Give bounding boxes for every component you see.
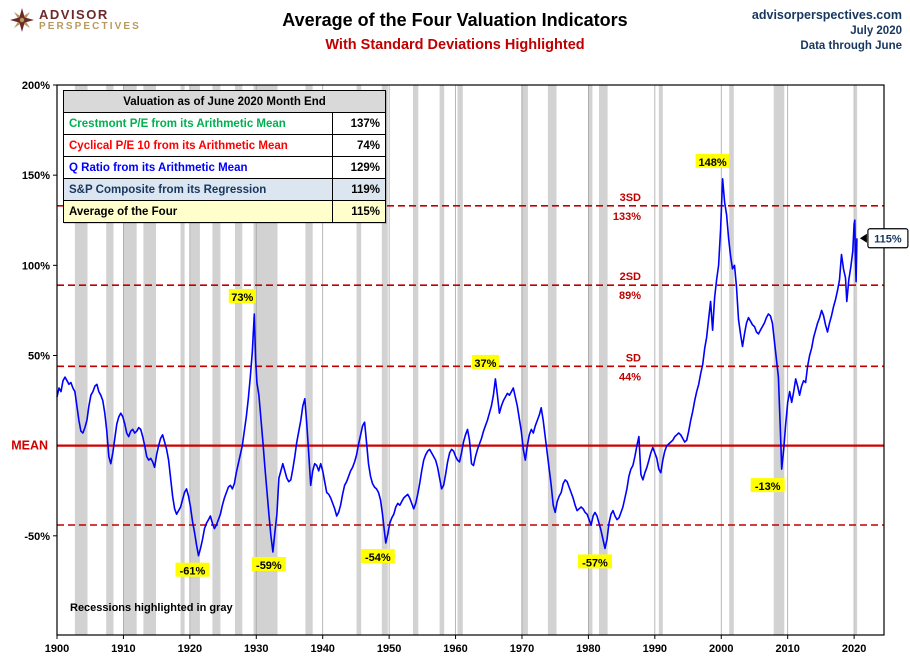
annotation-highlight: [750, 478, 785, 493]
sd-value-label: 133%: [613, 211, 641, 223]
page-subtitle: With Standard Deviations Highlighted: [325, 37, 585, 53]
page-title: Average of the Four Valuation Indicators: [282, 10, 628, 30]
legend-header-row: Valuation as of June 2020 Month End: [63, 90, 386, 113]
legend-row-label: S&P Composite from its Regression: [63, 178, 333, 201]
annotation-label: -13%: [755, 481, 781, 493]
legend-row-value: 137%: [332, 112, 386, 135]
logo-line1: ADVISOR: [39, 7, 109, 22]
recession-band: [773, 85, 785, 635]
x-tick-label: 1930: [244, 643, 268, 655]
sd-label: 3SD: [620, 192, 641, 204]
title-block: Average of the Four Valuation Indicators…: [0, 10, 910, 53]
legend-table-body: Valuation as of June 2020 Month End Cres…: [63, 90, 386, 223]
recession-band: [305, 85, 313, 635]
annotation-highlight: [471, 354, 499, 369]
recession-band: [854, 85, 858, 635]
legend-row-value: 74%: [332, 134, 386, 157]
annotation-highlight: [578, 554, 612, 569]
annotation-label: -59%: [256, 560, 282, 572]
recession-band: [235, 85, 243, 635]
x-tick-label: 2020: [842, 643, 866, 655]
sd-label: SD: [626, 352, 641, 364]
legend-row-label: Cyclical P/E 10 from its Arithmetic Mean: [63, 134, 333, 157]
recession-band: [521, 85, 528, 635]
legend-row: Q Ratio from its Arithmetic Mean 129%: [63, 156, 386, 179]
legend-header: Valuation as of June 2020 Month End: [63, 90, 386, 113]
legend-row: Average of the Four 115%: [63, 200, 386, 223]
plot-border: [56, 84, 885, 636]
current-value-label: 115%: [874, 233, 902, 245]
legend-row-value: 119%: [332, 178, 386, 201]
sd-value-label: 89%: [619, 290, 641, 302]
recession-band: [180, 85, 185, 635]
x-tick-label: 1950: [377, 643, 401, 655]
annotation-label: 73%: [231, 292, 253, 304]
y-tick-label: 50%: [28, 350, 50, 362]
compass-rose-icon: [10, 8, 34, 33]
publication-info: advisorperspectives.com July 2020 Data t…: [752, 8, 902, 52]
y-tick-label: -50%: [24, 531, 50, 543]
mean-axis-label: MEAN: [11, 439, 48, 453]
legend-row: Cyclical P/E 10 from its Arithmetic Mean…: [63, 134, 386, 157]
x-tick-label: 1960: [443, 643, 467, 655]
legend-row: Crestmont P/E from its Arithmetic Mean 13…: [63, 112, 386, 135]
annotation-highlight: [228, 289, 256, 303]
data-through-note: Data through June: [800, 40, 902, 52]
annotation-label: 148%: [699, 157, 727, 169]
y-tick-label: 200%: [22, 80, 50, 92]
annotation-label: -61%: [180, 566, 206, 578]
valuation-line: [56, 178, 858, 557]
x-tick-label: 2010: [775, 643, 799, 655]
x-tick-label: 1970: [510, 643, 534, 655]
recession-band: [106, 85, 114, 635]
recession-band: [658, 85, 663, 635]
annotation-label: -57%: [582, 557, 608, 569]
x-tick-label: 1980: [576, 643, 600, 655]
recession-band: [413, 85, 419, 635]
x-tick-label: 1910: [111, 643, 135, 655]
annotation-label: 37%: [474, 358, 496, 370]
recession-band: [189, 85, 200, 635]
legend-row-label: Average of the Four: [63, 200, 333, 223]
legend-row: S&P Composite from its Regression 119%: [63, 178, 386, 201]
recession-band: [729, 85, 734, 635]
callout-arrow-icon: [859, 233, 867, 243]
issue-date: July 2020: [850, 25, 902, 37]
annotation-highlight: [251, 557, 286, 571]
recessions-footnote: Recessions highlighted in gray: [70, 602, 233, 614]
y-tick-label: 150%: [22, 170, 50, 182]
recession-band: [356, 85, 362, 635]
recession-band: [588, 85, 593, 635]
recession-band: [599, 85, 608, 635]
x-tick-label: 1940: [310, 643, 334, 655]
x-tick-label: 1900: [45, 643, 69, 655]
legend-table: Valuation as of June 2020 Month End Cres…: [63, 90, 386, 223]
website-link[interactable]: advisorperspectives.com: [751, 8, 902, 22]
annotation-highlight: [175, 562, 210, 577]
legend-row-label: Crestmont P/E from its Arithmetic Mean: [63, 112, 333, 135]
recession-band: [439, 85, 445, 635]
y-tick-label: 100%: [22, 260, 50, 272]
current-value-callout: [867, 228, 909, 249]
recession-band: [547, 85, 557, 635]
legend-row-value: 115%: [332, 200, 386, 223]
advisor-perspectives-logo: ADVISOR PERSPECTIVES: [10, 7, 141, 33]
recession-band: [212, 85, 221, 635]
logo-line2: PERSPECTIVES: [39, 20, 141, 32]
recession-band: [381, 85, 388, 635]
legend-row-label: Q Ratio from its Arithmetic Mean: [63, 156, 333, 179]
x-tick-label: 1990: [643, 643, 667, 655]
annotation-highlight: [360, 549, 395, 563]
x-tick-label: 2000: [709, 643, 733, 655]
x-tick-label: 1920: [178, 643, 202, 655]
annotation-label: -54%: [365, 552, 391, 564]
sd-value-label: 44%: [619, 371, 641, 383]
recession-band: [457, 85, 463, 635]
annotation-highlight: [695, 153, 730, 168]
sd-label: 2SD: [620, 271, 641, 283]
legend-row-value: 129%: [332, 156, 386, 179]
